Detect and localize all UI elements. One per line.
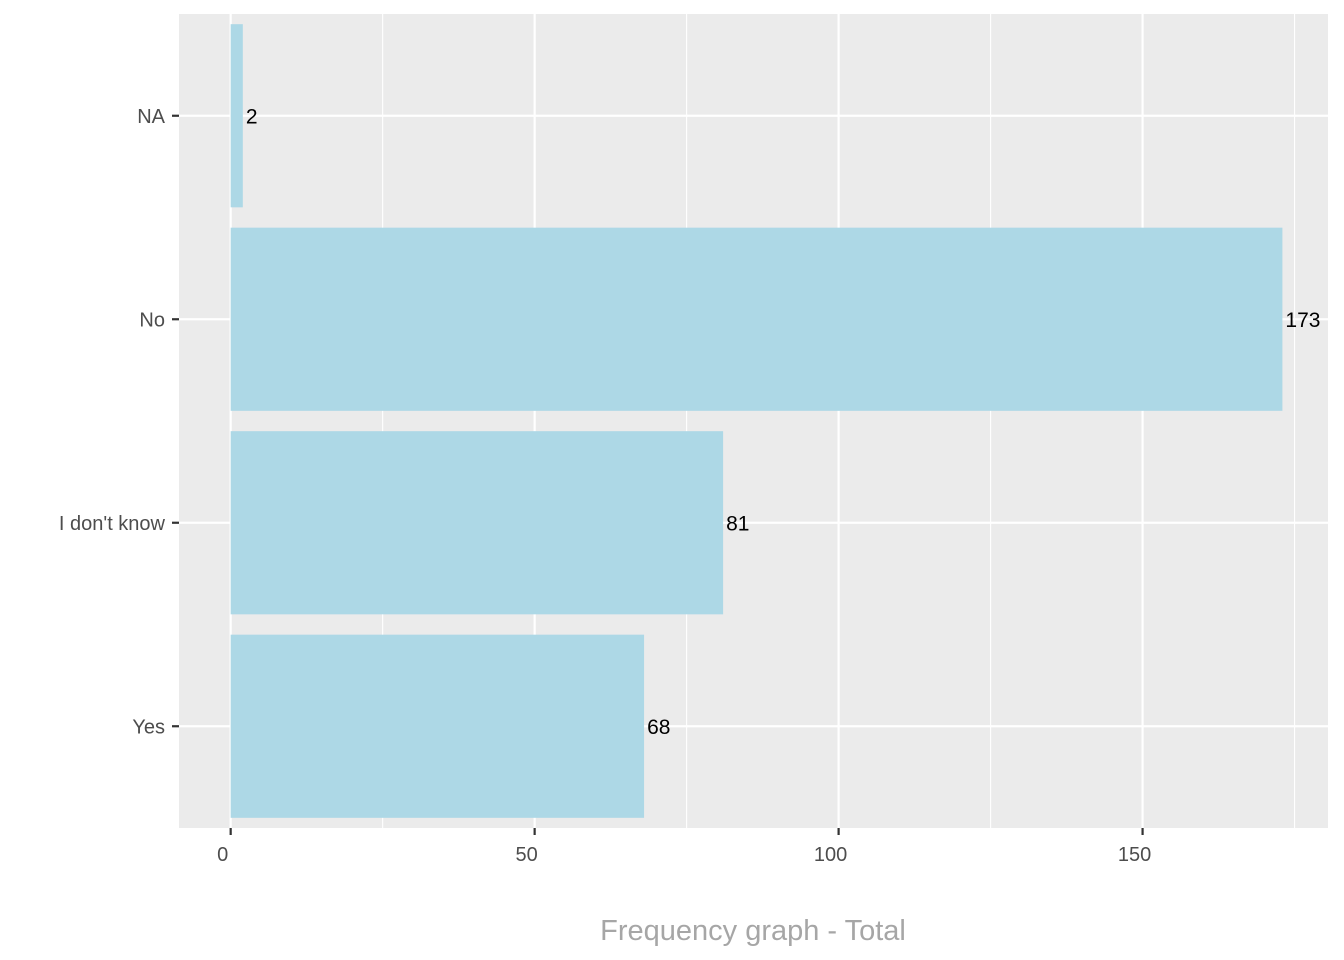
x-axis-title: Frequency graph - Total — [600, 915, 906, 947]
data-label: 81 — [726, 512, 749, 535]
data-label: 2 — [246, 105, 258, 128]
y-tick-label: NA — [137, 106, 165, 128]
y-tick-label: Yes — [132, 716, 165, 738]
bar — [230, 431, 724, 615]
data-label: 68 — [647, 716, 670, 739]
x-tick-label: 0 — [217, 844, 228, 866]
bar — [230, 634, 645, 818]
bars — [230, 24, 1283, 818]
bar — [230, 227, 1283, 411]
x-axis: 0 50 100 150 — [217, 828, 1151, 866]
x-tick-label: 100 — [814, 844, 847, 866]
data-labels: 68 81 173 2 — [246, 105, 1321, 739]
data-label: 173 — [1285, 309, 1320, 332]
x-tick-label: 150 — [1118, 844, 1151, 866]
y-axis: Yes I don't know No NA — [59, 106, 179, 738]
x-tick-label: 50 — [516, 844, 538, 866]
y-tick-label: No — [139, 309, 165, 331]
y-tick-label: I don't know — [59, 513, 166, 535]
bar — [230, 24, 243, 208]
